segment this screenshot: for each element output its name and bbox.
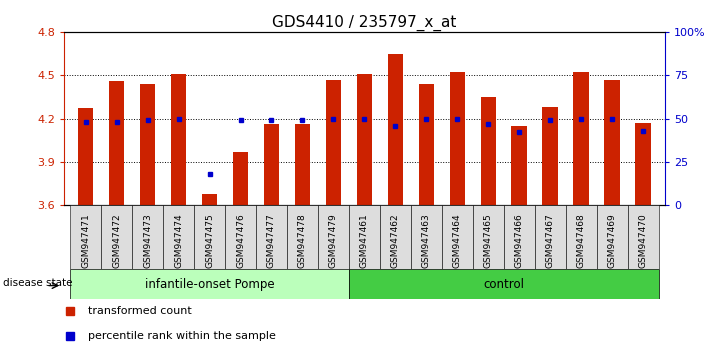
Text: percentile rank within the sample: percentile rank within the sample <box>88 331 276 341</box>
Bar <box>481 97 496 205</box>
Bar <box>163 205 194 269</box>
Bar <box>380 205 411 269</box>
Text: infantile-onset Pompe: infantile-onset Pompe <box>145 278 274 291</box>
Bar <box>449 72 465 205</box>
Bar <box>349 269 658 299</box>
Bar <box>326 80 341 205</box>
Bar <box>504 205 535 269</box>
Title: GDS4410 / 235797_x_at: GDS4410 / 235797_x_at <box>272 14 456 30</box>
Bar <box>264 124 279 205</box>
Text: GSM947470: GSM947470 <box>638 213 648 268</box>
Text: GSM947477: GSM947477 <box>267 213 276 268</box>
Bar <box>70 269 349 299</box>
Text: GSM947476: GSM947476 <box>236 213 245 268</box>
Bar <box>419 84 434 205</box>
Bar <box>287 205 318 269</box>
Text: control: control <box>483 278 524 291</box>
Bar <box>171 74 186 205</box>
Text: GSM947462: GSM947462 <box>391 213 400 268</box>
Text: GSM947465: GSM947465 <box>483 213 493 268</box>
Bar <box>535 205 566 269</box>
Text: GSM947468: GSM947468 <box>577 213 586 268</box>
Bar <box>349 205 380 269</box>
Bar <box>101 205 132 269</box>
Bar <box>109 81 124 205</box>
Bar <box>132 205 163 269</box>
Text: GSM947464: GSM947464 <box>453 213 461 268</box>
Bar <box>604 80 620 205</box>
Text: GSM947469: GSM947469 <box>608 213 616 268</box>
Text: disease state: disease state <box>4 278 73 287</box>
Text: GSM947474: GSM947474 <box>174 213 183 268</box>
Text: GSM947473: GSM947473 <box>143 213 152 268</box>
Bar <box>574 72 589 205</box>
Bar <box>294 124 310 205</box>
Bar <box>70 205 101 269</box>
Text: GSM947478: GSM947478 <box>298 213 307 268</box>
Bar <box>411 205 442 269</box>
Bar <box>140 84 155 205</box>
Bar <box>232 152 248 205</box>
Bar <box>597 205 628 269</box>
Bar <box>473 205 504 269</box>
Text: GSM947466: GSM947466 <box>515 213 524 268</box>
Bar <box>357 74 372 205</box>
Bar <box>202 194 218 205</box>
Bar <box>542 107 558 205</box>
Text: GSM947461: GSM947461 <box>360 213 369 268</box>
Bar <box>256 205 287 269</box>
Text: GSM947472: GSM947472 <box>112 213 121 268</box>
Text: GSM947479: GSM947479 <box>329 213 338 268</box>
Bar <box>511 126 527 205</box>
Bar <box>78 108 93 205</box>
Text: GSM947471: GSM947471 <box>81 213 90 268</box>
Bar <box>442 205 473 269</box>
Bar <box>387 53 403 205</box>
Text: GSM947475: GSM947475 <box>205 213 214 268</box>
Bar <box>225 205 256 269</box>
Bar <box>194 205 225 269</box>
Bar <box>636 123 651 205</box>
Text: GSM947467: GSM947467 <box>546 213 555 268</box>
Text: GSM947463: GSM947463 <box>422 213 431 268</box>
Bar <box>566 205 597 269</box>
Text: transformed count: transformed count <box>88 306 192 316</box>
Bar <box>318 205 349 269</box>
Bar <box>628 205 658 269</box>
